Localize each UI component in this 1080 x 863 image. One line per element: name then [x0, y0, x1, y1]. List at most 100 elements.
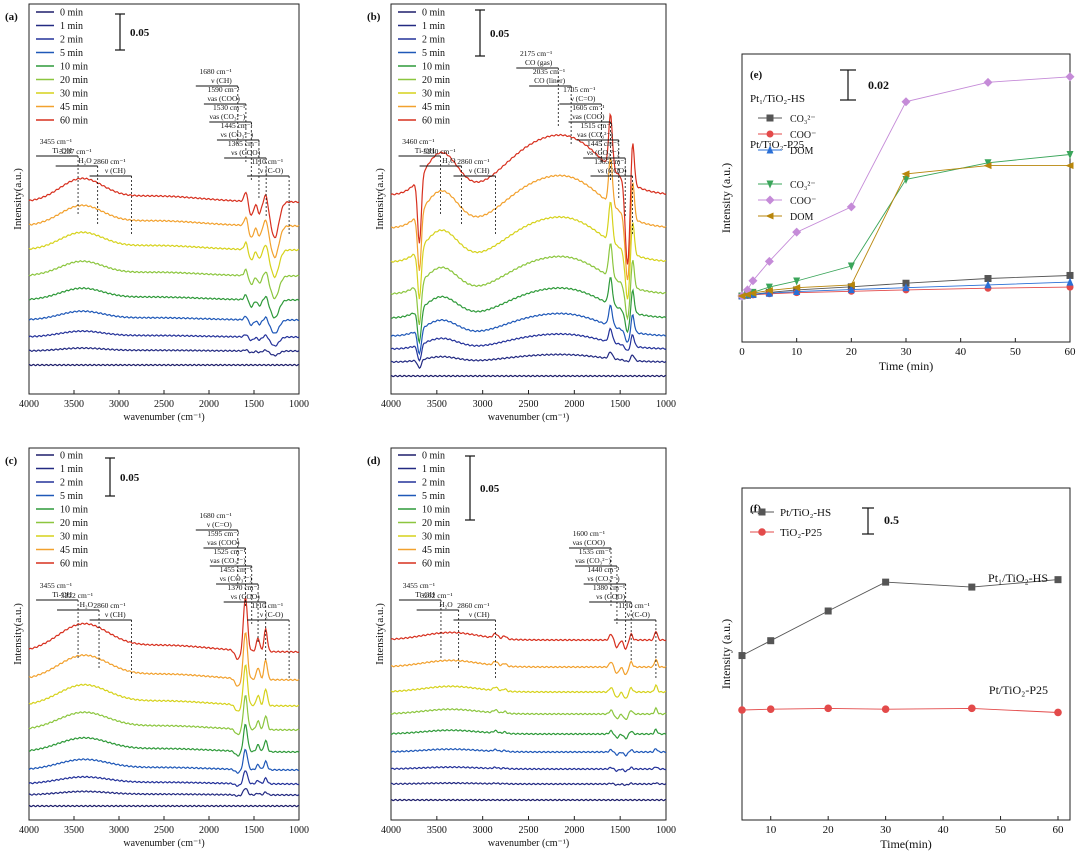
x-tick-label: 1000: [656, 825, 676, 836]
band-annotation-assignment: H₂O: [442, 156, 456, 165]
spectrum-panel-a: (a) Intensity(a.u.) 4000 3500 3000 2500 2000 15…: [5, 3, 309, 423]
band-annotation-value: 1605 cm⁻¹: [572, 103, 604, 112]
band-annotation-assignment: H₂O: [439, 600, 453, 609]
band-annotation-value: 2860 cm⁻¹: [93, 157, 125, 166]
data-point: [882, 578, 890, 586]
legend-label: 0 min: [422, 8, 445, 19]
data-point: [765, 283, 773, 292]
legend-label: 30 min: [422, 532, 450, 543]
spectrum-trace: [28, 664, 299, 712]
x-tick-label: 1500: [610, 399, 630, 410]
x-tick-label: 50: [995, 824, 1007, 836]
spectrum-trace: [28, 309, 300, 334]
legend-label: 20 min: [422, 518, 450, 529]
legend-label: 60 min: [60, 559, 88, 570]
x-axis-label: wavenumber (cm⁻¹): [488, 838, 569, 849]
x-tick-label: 10: [765, 824, 777, 836]
legend-label: 45 min: [422, 545, 450, 556]
data-point: [847, 285, 855, 294]
x-tick-label: 60: [1053, 824, 1065, 836]
x-tick-label: 2500: [519, 399, 539, 410]
panel-label: (f): [750, 503, 761, 515]
legend-label: 10 min: [422, 62, 450, 73]
scale-bar-label: 0.05: [130, 27, 150, 39]
data-point: [968, 704, 976, 713]
data-point: [766, 145, 774, 154]
band-annotation-value: 3262 cm⁻¹: [420, 591, 452, 600]
legend-label: 0 min: [60, 8, 83, 19]
spectrum-trace: [390, 304, 667, 356]
legend-label: 0 min: [422, 451, 445, 462]
spectrum-trace: [28, 695, 300, 736]
legend-label: DOM: [790, 146, 813, 157]
legend-label: 1 min: [60, 21, 83, 32]
spectrum-trace: [390, 728, 667, 740]
legend-label: 45 min: [60, 102, 88, 113]
data-point: [793, 277, 801, 286]
x-tick-label: 40: [955, 346, 967, 358]
x-tick-label: 4000: [381, 399, 401, 410]
x-tick-label: 3500: [427, 399, 447, 410]
legend-label: 30 min: [60, 89, 88, 100]
x-tick-label: 3000: [109, 825, 129, 836]
x-tick-label: 60: [1065, 346, 1077, 358]
data-point: [792, 284, 801, 292]
spectrum-trace: [28, 177, 300, 239]
band-annotation-value: 3455 cm⁻¹: [40, 137, 72, 146]
spectrum-trace: [390, 374, 667, 378]
band-annotation-assignment: ν (C-O): [260, 610, 284, 619]
spectrum-trace: [390, 277, 667, 345]
spectrum-trace: [28, 346, 300, 357]
x-tick-label: 2000: [564, 399, 584, 410]
x-tick-label: 4000: [19, 399, 39, 410]
band-annotation-assignment: νs (COO): [598, 166, 628, 175]
spectrum-trace: [28, 260, 300, 300]
legend-label: 45 min: [422, 102, 450, 113]
spectrum-trace: [390, 201, 666, 300]
legend-label: Pt/TiO₂-HS: [780, 507, 831, 519]
x-tick-label: 1500: [244, 825, 264, 836]
legend-label: 2 min: [60, 478, 83, 489]
band-annotation-value: 3222 cm⁻¹: [61, 591, 93, 600]
legend-label: 20 min: [422, 75, 450, 86]
panel-label: (b): [367, 11, 381, 23]
spectrum-trace: [28, 748, 300, 775]
scale-bar-label: 0.05: [120, 472, 140, 484]
band-annotation-value: 2035 cm⁻¹: [533, 67, 565, 76]
band-annotation-assignment: νs (CO₃²⁻): [221, 130, 254, 139]
legend-label: COO⁻: [790, 196, 816, 207]
band-annotation-assignment: νas (CO₃²⁻): [210, 556, 246, 565]
x-tick-label: 2000: [199, 399, 219, 410]
data-point: [737, 292, 746, 300]
band-annotation-assignment: ν (C=O): [570, 94, 595, 103]
x-tick-label: 50: [1010, 346, 1022, 358]
band-annotation-value: 1365 cm⁻¹: [228, 139, 260, 148]
band-annotation-value: 2860 cm⁻¹: [457, 157, 489, 166]
band-annotation-assignment: ν (C=O): [207, 520, 232, 529]
spectrum-trace: [390, 747, 667, 757]
x-tick-label: 20: [823, 824, 835, 836]
band-annotation-assignment: H₂O: [80, 600, 94, 609]
legend-label: 5 min: [422, 491, 445, 502]
data-point: [738, 652, 746, 660]
data-point: [748, 289, 757, 297]
band-annotation-assignment: Ti-OH: [415, 146, 435, 155]
data-point: [764, 256, 774, 266]
legend-label: CO₃²⁻: [790, 180, 816, 191]
y-axis-label: Intensity(a.u.): [12, 603, 24, 665]
band-annotation-assignment: Ti-OH: [52, 590, 72, 599]
band-annotation-value: 1365 cm⁻¹: [594, 157, 626, 166]
legend-label: DOM: [790, 212, 813, 223]
data-point: [767, 637, 775, 645]
panel-label: (c): [5, 455, 18, 467]
x-tick-label: 1500: [244, 399, 264, 410]
data-point: [1054, 576, 1062, 584]
x-tick-label: 3000: [473, 825, 493, 836]
data-point: [968, 583, 976, 591]
legend-marker: [758, 508, 766, 516]
data-point: [764, 286, 773, 294]
band-annotation-value: 1110 cm⁻¹: [618, 601, 650, 610]
data-point: [984, 280, 992, 289]
data-point: [824, 704, 832, 713]
